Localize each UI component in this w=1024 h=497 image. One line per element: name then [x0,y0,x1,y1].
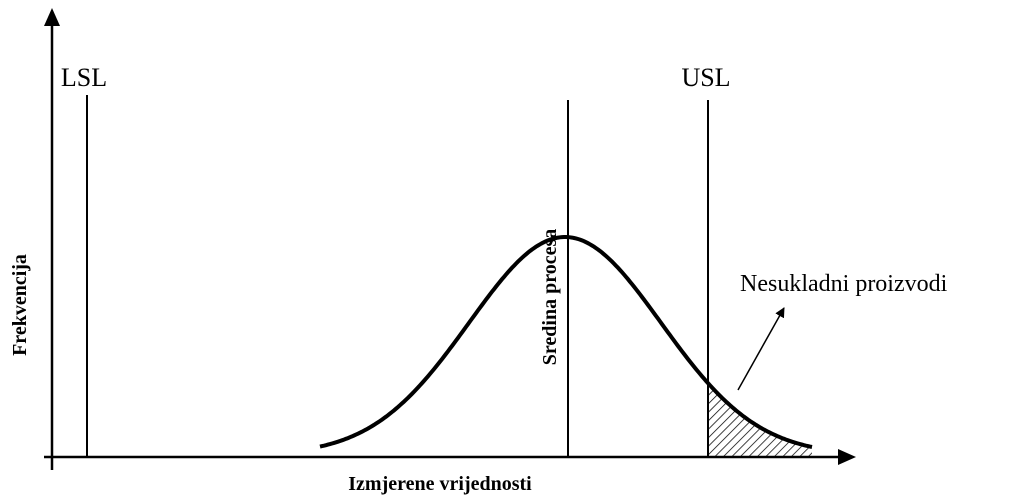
x-arrow [838,449,856,465]
lsl-label: LSL [61,63,107,92]
distribution-curve [319,235,813,449]
usl-label: USL [681,63,730,92]
mean-label: Sredina procesa [539,229,561,366]
x-axis-label: Izmjerene vrijednosti [348,473,532,495]
nonconforming-area [708,383,812,457]
pointer-arrow [737,307,785,391]
y-axis-label: Frekvencija [9,254,31,356]
nonconforming-label: Nesukladni proizvodi [740,271,948,297]
y-arrow [44,8,60,26]
